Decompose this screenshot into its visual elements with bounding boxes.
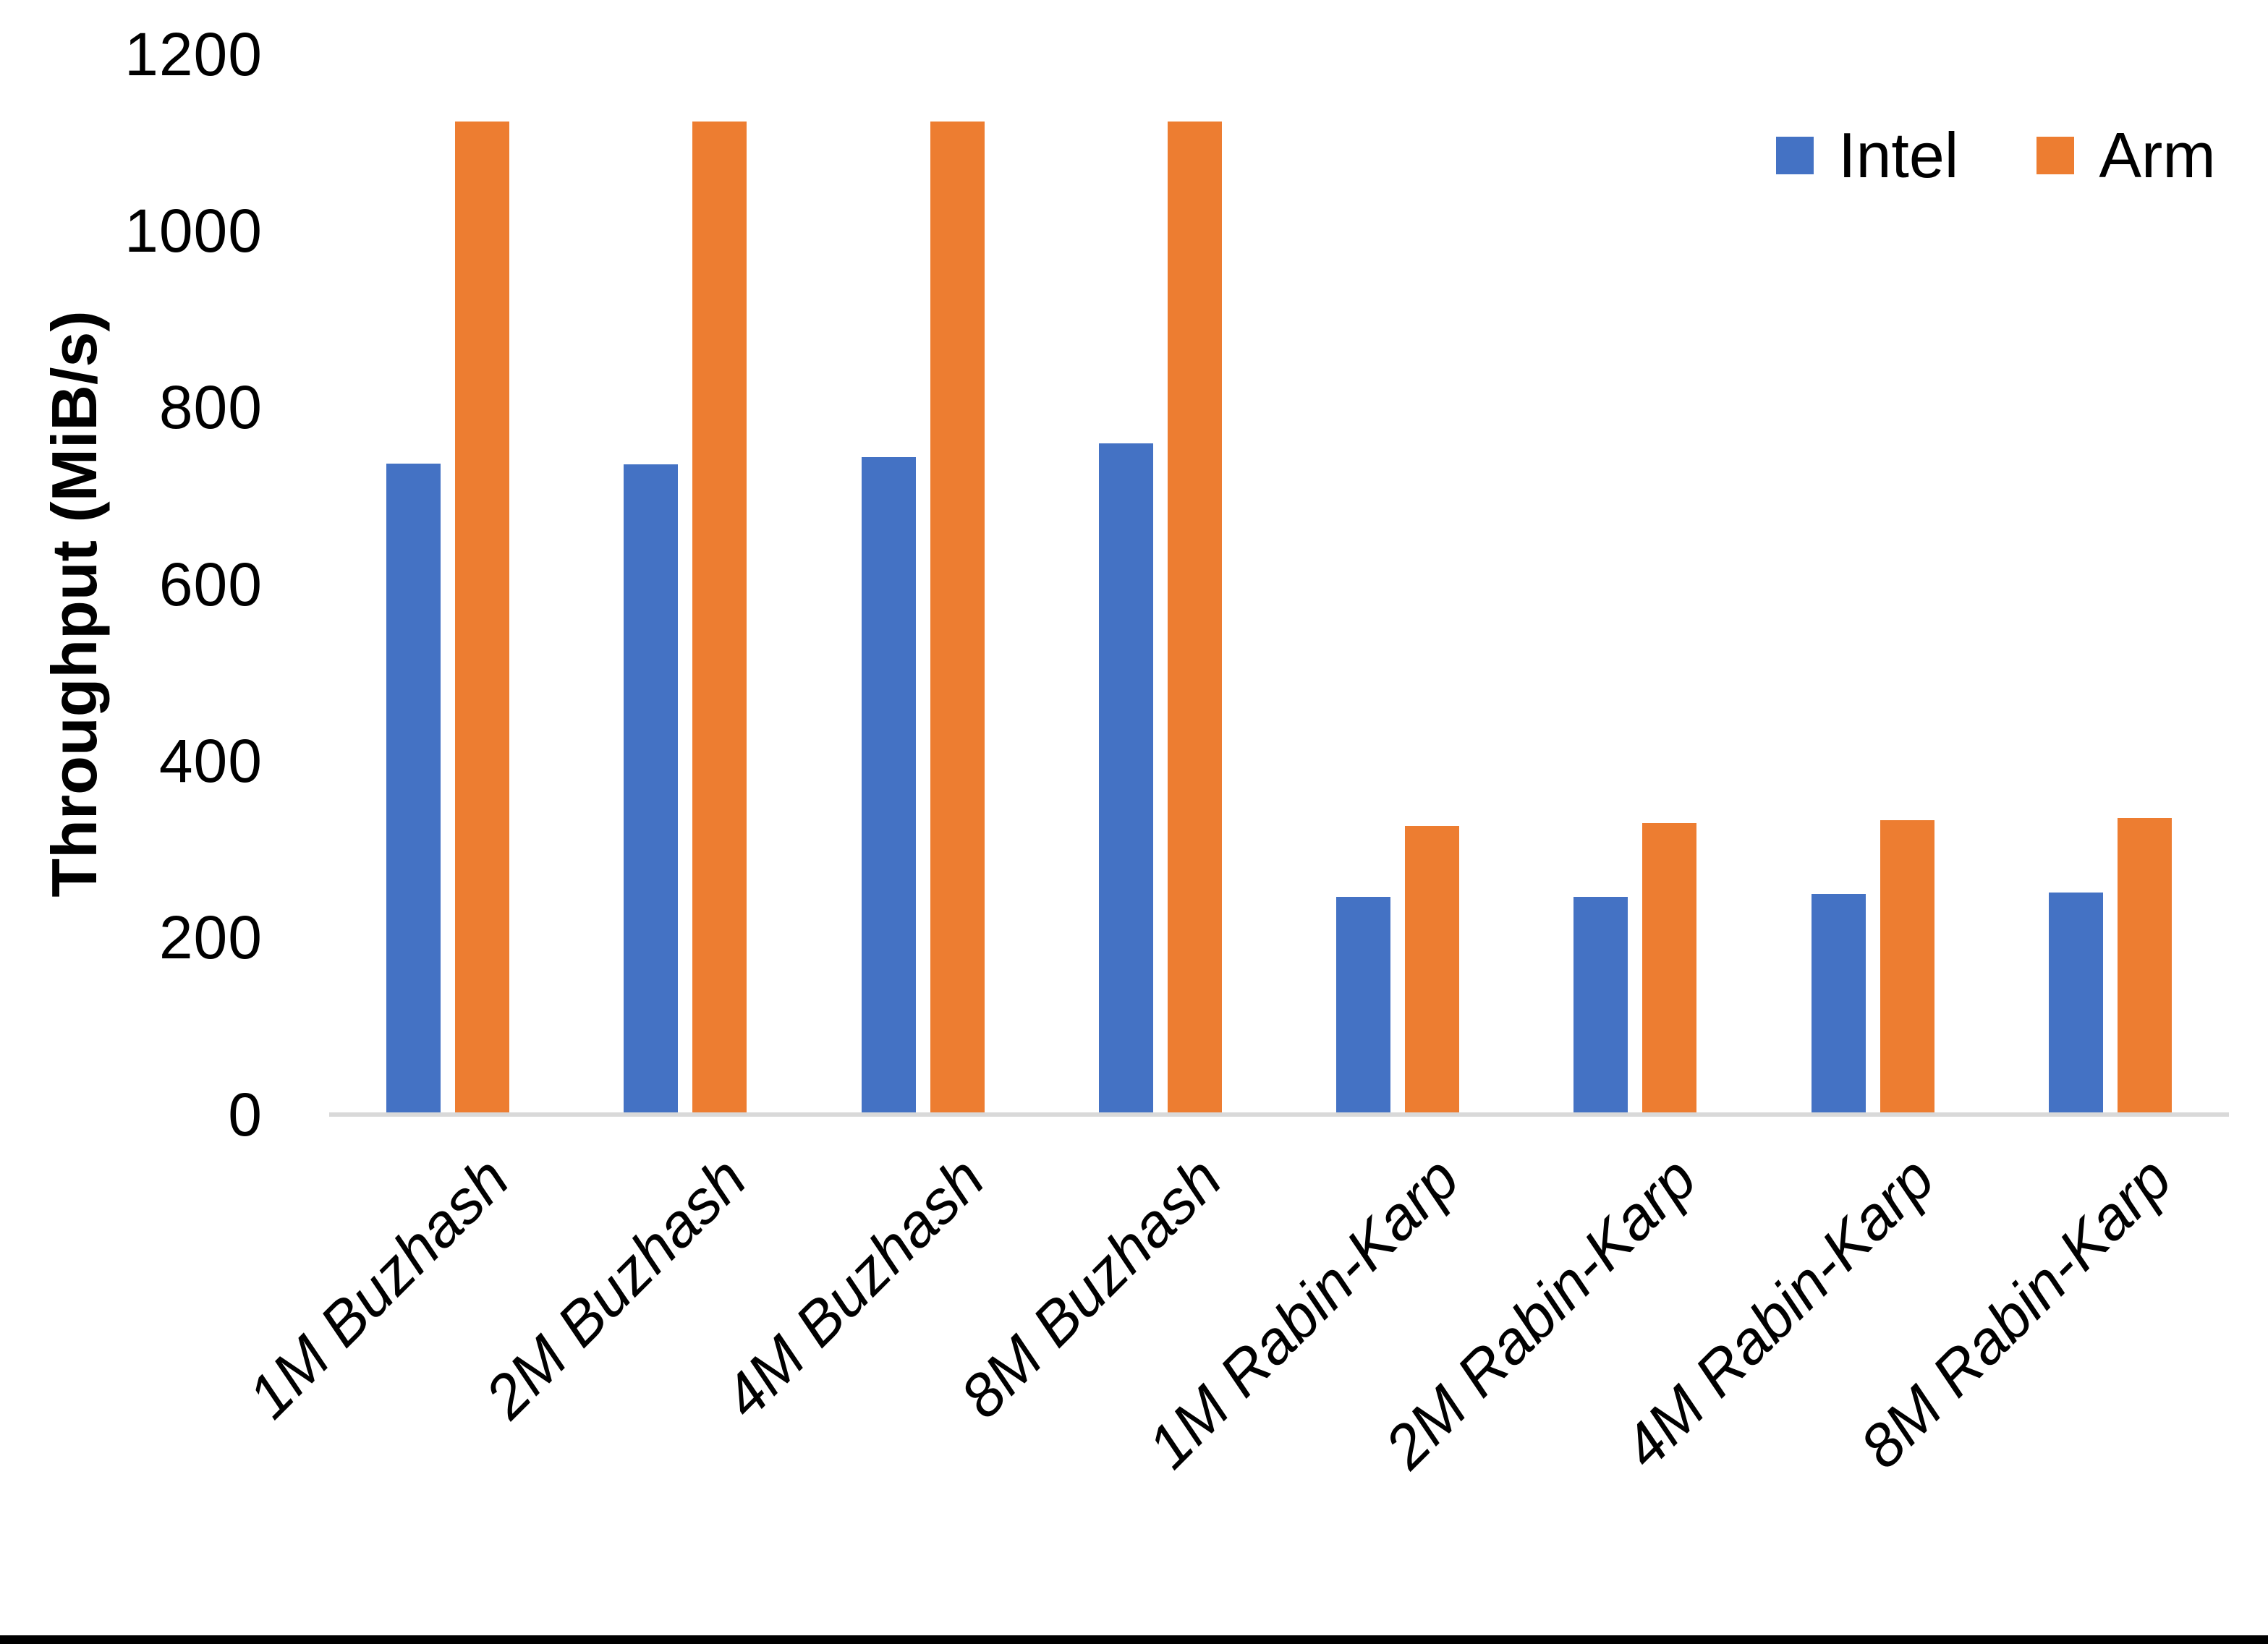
bar-group [1754, 54, 1992, 1115]
x-axis-line [329, 1112, 2229, 1117]
bar-arm [1405, 825, 1460, 1115]
y-tick-label: 800 [158, 373, 263, 442]
bar-intel [2048, 893, 2103, 1115]
bar-group [1516, 54, 1754, 1115]
y-tick-label: 1200 [124, 20, 263, 88]
bar-group [1279, 54, 1516, 1115]
bar-arm [2117, 817, 2172, 1115]
bottom-border [0, 1635, 2268, 1644]
y-tick-label: 600 [158, 550, 263, 618]
bar-series-container [329, 54, 2229, 1115]
plot-area [329, 54, 2229, 1115]
arm-legend-swatch [2036, 137, 2075, 174]
bar-intel [1336, 897, 1391, 1115]
bar-arm [692, 121, 747, 1115]
bar-intel [861, 457, 916, 1115]
bar-arm [930, 121, 985, 1115]
legend-item-arm: Arm [2036, 119, 2216, 192]
bar-group [1992, 54, 2229, 1115]
bar-intel [386, 463, 441, 1115]
arm-legend-label: Arm [2099, 119, 2216, 191]
legend-item-intel: Intel [1776, 119, 1958, 192]
bar-intel [1098, 443, 1153, 1115]
bar-group [329, 54, 566, 1115]
bar-arm [1880, 820, 1934, 1115]
bar-group [566, 54, 804, 1115]
bar-arm [1167, 121, 1222, 1115]
bar-intel [624, 464, 679, 1115]
bar-intel [1573, 897, 1628, 1115]
bar-arm [1642, 822, 1697, 1115]
y-tick-label: 1000 [124, 196, 263, 265]
bar-group [804, 54, 1042, 1115]
intel-legend-swatch [1776, 137, 1814, 174]
y-tick-label: 0 [228, 1080, 263, 1149]
bar-arm [455, 121, 510, 1115]
bar-intel [1811, 893, 1866, 1115]
bar-group [1042, 54, 1279, 1115]
y-tick-label: 400 [158, 726, 263, 795]
y-tick-label: 200 [158, 903, 263, 972]
intel-legend-label: Intel [1838, 119, 1959, 191]
legend: Intel Arm [1776, 119, 2216, 192]
